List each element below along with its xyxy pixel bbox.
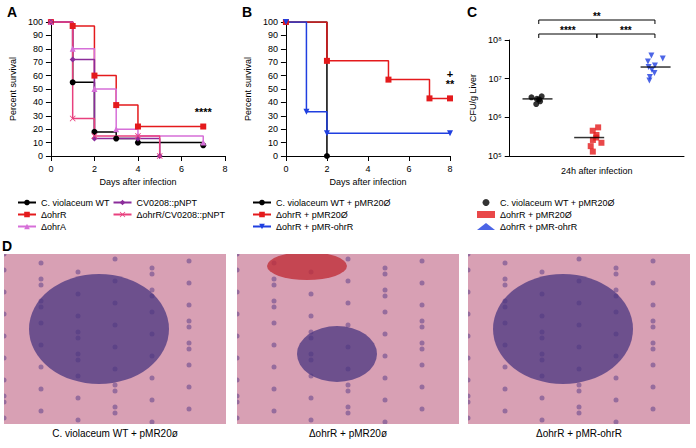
svg-text:C. violaceum WT + pMR20Ø: C. violaceum WT + pMR20Ø xyxy=(500,198,615,208)
svg-text:24h after infection: 24h after infection xyxy=(561,166,633,176)
svg-text:C: C xyxy=(467,4,477,20)
svg-text:ΔohrR + pMR-ohrR: ΔohrR + pMR-ohrR xyxy=(276,222,354,232)
svg-text:2: 2 xyxy=(324,164,329,174)
svg-text:10⁸: 10⁸ xyxy=(488,35,502,45)
svg-text:ΔohrR + pMR20Ø: ΔohrR + pMR20Ø xyxy=(276,210,348,220)
svg-text:10⁵: 10⁵ xyxy=(488,151,502,161)
svg-text:Percent survival: Percent survival xyxy=(8,57,18,121)
svg-text:70: 70 xyxy=(33,57,43,67)
svg-text:30: 30 xyxy=(268,111,278,121)
svg-text:6: 6 xyxy=(406,164,411,174)
svg-text:0: 0 xyxy=(283,164,288,174)
svg-text:100: 100 xyxy=(28,17,43,27)
svg-text:70: 70 xyxy=(268,57,278,67)
svg-text:ΔohrR/CV0208::pNPT: ΔohrR/CV0208::pNPT xyxy=(137,210,226,220)
svg-text:8: 8 xyxy=(447,164,452,174)
svg-text:8: 8 xyxy=(222,164,227,174)
svg-text:**: ** xyxy=(593,11,601,22)
svg-text:90: 90 xyxy=(33,30,43,40)
svg-text:****: **** xyxy=(560,25,576,36)
svg-text:10: 10 xyxy=(268,138,278,148)
svg-text:Percent survival: Percent survival xyxy=(243,57,253,121)
svg-text:ΔohrR + pMR20Ø: ΔohrR + pMR20Ø xyxy=(500,210,572,220)
svg-text:B: B xyxy=(242,4,252,20)
svg-text:2: 2 xyxy=(92,164,97,174)
svg-text:Days after infection: Days after infection xyxy=(99,177,176,187)
svg-text:A: A xyxy=(7,4,17,20)
svg-text:30: 30 xyxy=(33,111,43,121)
svg-text:100: 100 xyxy=(263,17,278,27)
svg-text:Days after infection: Days after infection xyxy=(329,177,406,187)
svg-text:C. violaceum WT + pMR20Ø: C. violaceum WT + pMR20Ø xyxy=(276,198,391,208)
svg-text:***: *** xyxy=(620,25,632,36)
html-text:C. violaceum WT + pMR20ø: C. violaceum WT + pMR20ø xyxy=(52,428,178,439)
html-text:ΔohrR + pMR20ø: ΔohrR + pMR20ø xyxy=(308,428,387,439)
svg-text:CV0208::pNPT: CV0208::pNPT xyxy=(137,198,198,208)
svg-text:0: 0 xyxy=(48,164,53,174)
svg-text:ΔohrR + pMR-ohrR: ΔohrR + pMR-ohrR xyxy=(500,222,578,232)
svg-text:**: ** xyxy=(446,78,455,90)
svg-text:60: 60 xyxy=(268,71,278,81)
svg-text:40: 40 xyxy=(268,97,278,107)
svg-text:ΔohrA: ΔohrA xyxy=(41,222,66,232)
svg-text:10: 10 xyxy=(33,138,43,148)
svg-text:50: 50 xyxy=(268,84,278,94)
svg-text:4: 4 xyxy=(365,164,370,174)
svg-text:****: **** xyxy=(195,106,213,118)
svg-text:0: 0 xyxy=(38,151,43,161)
html-text:ΔohrR + pMR-ohrR: ΔohrR + pMR-ohrR xyxy=(536,428,622,439)
svg-text:10⁶: 10⁶ xyxy=(488,112,502,122)
svg-text:90: 90 xyxy=(268,30,278,40)
svg-text:CFU/g Liver: CFU/g Liver xyxy=(468,74,478,122)
svg-text:C. violaceum WT: C. violaceum WT xyxy=(41,198,110,208)
svg-text:0: 0 xyxy=(273,151,278,161)
svg-text:20: 20 xyxy=(268,124,278,134)
html-text:D: D xyxy=(2,238,13,254)
svg-text:20: 20 xyxy=(33,124,43,134)
svg-text:ΔohrR: ΔohrR xyxy=(41,210,67,220)
svg-text:10⁷: 10⁷ xyxy=(488,74,501,84)
svg-text:80: 80 xyxy=(33,44,43,54)
svg-text:50: 50 xyxy=(33,84,43,94)
svg-text:80: 80 xyxy=(268,44,278,54)
svg-text:4: 4 xyxy=(135,164,140,174)
svg-text:40: 40 xyxy=(33,97,43,107)
svg-text:6: 6 xyxy=(179,164,184,174)
svg-text:60: 60 xyxy=(33,71,43,81)
